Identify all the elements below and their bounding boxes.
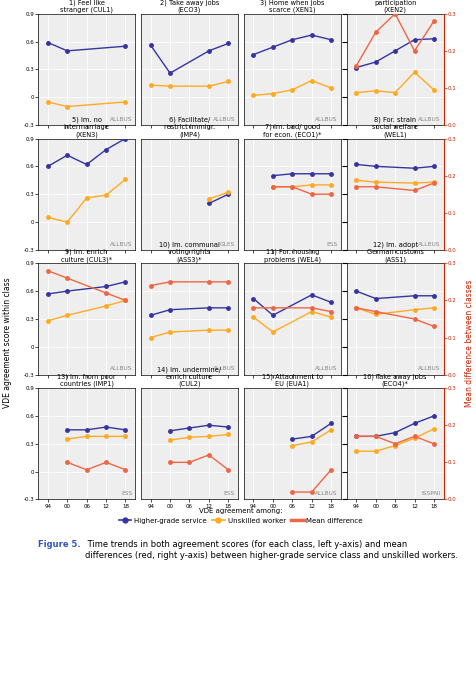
Text: ALLBUS: ALLBUS xyxy=(417,366,440,371)
Title: 4) Deny im. pol.
participation
(XEN2): 4) Deny im. pol. participation (XEN2) xyxy=(367,0,421,13)
Title: 1) Feel like
stranger (CUL1): 1) Feel like stranger (CUL1) xyxy=(60,0,113,13)
Text: ALLBUS: ALLBUS xyxy=(315,491,337,496)
Text: ALLBUS: ALLBUS xyxy=(212,117,235,122)
Title: 6) Facilitate/
restrict immigr.
(IMP4): 6) Facilitate/ restrict immigr. (IMP4) xyxy=(164,117,215,138)
Text: ALLBUS: ALLBUS xyxy=(315,366,337,371)
Text: ALLBUS: ALLBUS xyxy=(109,241,132,246)
Title: 7) Im. bad/ good
for econ. (ECO1)*: 7) Im. bad/ good for econ. (ECO1)* xyxy=(262,124,321,138)
Title: 11) For. housing
problems (WEL4): 11) For. housing problems (WEL4) xyxy=(263,249,320,263)
Text: VDE agreement score within class: VDE agreement score within class xyxy=(3,278,11,408)
Title: 9) Im. enrich
culture (CUL3)*: 9) Im. enrich culture (CUL3)* xyxy=(61,249,112,263)
Text: ESS: ESS xyxy=(121,491,132,496)
Title: 13) Im. from poor
countries (IMP1): 13) Im. from poor countries (IMP1) xyxy=(57,373,116,388)
Text: Time trends in both agreement scores (for each class, left y-axis) and mean
diff: Time trends in both agreement scores (fo… xyxy=(85,540,457,560)
Text: ESS: ESS xyxy=(326,241,337,246)
Text: Mean difference between classes: Mean difference between classes xyxy=(465,279,473,407)
Title: 16) Take away jobs
(ECO4)*: 16) Take away jobs (ECO4)* xyxy=(363,373,426,388)
Text: ALLBUS: ALLBUS xyxy=(315,117,337,122)
Title: 10) Im. communal
voting rights
(ASS3)*: 10) Im. communal voting rights (ASS3)* xyxy=(159,241,219,263)
Text: ALLBUS: ALLBUS xyxy=(109,366,132,371)
Text: Figure 5.: Figure 5. xyxy=(38,540,80,549)
Text: ALLBUS: ALLBUS xyxy=(109,117,132,122)
Text: ALLBUS: ALLBUS xyxy=(417,117,440,122)
Legend: Higher-grade service, Unskilled worker, Mean difference: Higher-grade service, Unskilled worker, … xyxy=(119,508,362,524)
Text: ALLBUS: ALLBUS xyxy=(212,366,235,371)
Title: 2) Take away jobs
(ECO3): 2) Take away jobs (ECO3) xyxy=(159,0,218,13)
Title: 14) Im. undermine/
enrich culture
(CUL2): 14) Im. undermine/ enrich culture (CUL2) xyxy=(157,366,221,388)
Text: GLES: GLES xyxy=(219,241,235,246)
Text: ISSPNI: ISSPNI xyxy=(421,491,440,496)
Title: 5) Im. no
intermarriage
(XEN3): 5) Im. no intermarriage (XEN3) xyxy=(64,117,109,138)
Text: ALLBUS: ALLBUS xyxy=(417,241,440,246)
Title: 15) Attachment to
EU (EUA1): 15) Attachment to EU (EUA1) xyxy=(261,373,322,388)
Title: 3) Home when jobs
scarce (XEN1): 3) Home when jobs scarce (XEN1) xyxy=(259,0,324,13)
Text: ESS: ESS xyxy=(223,491,235,496)
Title: 12) Im. adopt
German customs
(ASS1): 12) Im. adopt German customs (ASS1) xyxy=(366,241,423,263)
Title: 8) For. strain
social welfare
(WEL1): 8) For. strain social welfare (WEL1) xyxy=(371,117,417,138)
